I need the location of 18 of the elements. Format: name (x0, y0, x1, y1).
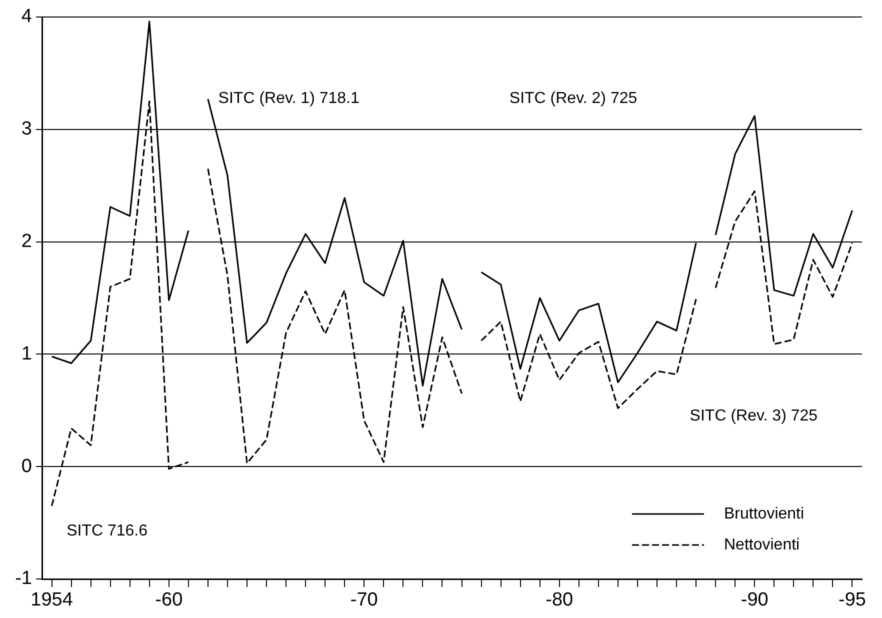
y-tick-label: 2 (21, 231, 32, 252)
y-tick-label: 0 (21, 456, 32, 477)
y-tick-label: 1 (21, 343, 32, 364)
y-tick-label: 4 (21, 6, 32, 28)
x-tick-label: -80 (546, 590, 574, 611)
y-tick-label: -1 (15, 568, 32, 590)
annotation: SITC (Rev. 2) 725 (509, 90, 638, 107)
annotation: SITC (Rev. 3) 725 (690, 407, 818, 424)
annotation: SITC 716.6 (66, 522, 148, 540)
x-tick-label: -60 (155, 590, 183, 611)
annotation: SITC (Rev. 1) 718.1 (218, 90, 360, 107)
legend-label: Nettovienti (724, 536, 800, 554)
x-tick-label: 1954 (30, 590, 74, 611)
x-tick-label: -70 (350, 590, 378, 611)
x-tick-label: -95 (838, 590, 866, 611)
y-tick-label: 3 (21, 118, 32, 140)
legend-label: Bruttovienti (724, 505, 804, 522)
x-tick-label: -90 (740, 590, 768, 611)
